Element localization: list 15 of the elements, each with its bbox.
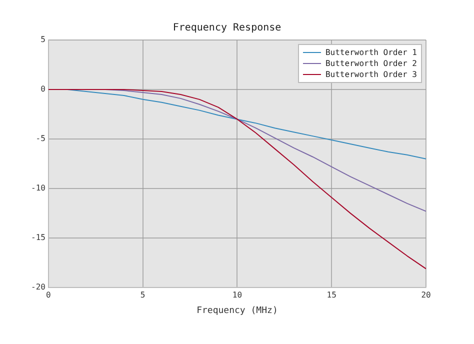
y-tick-label: -10: [30, 184, 46, 193]
chart-title: Frequency Response: [172, 22, 282, 34]
y-tick-label: -15: [30, 233, 46, 242]
x-tick-label: 5: [140, 290, 146, 300]
y-tick-label: -5: [36, 134, 46, 144]
x-tick-label: 20: [421, 290, 431, 300]
y-tick-label: 0: [40, 84, 46, 94]
legend-label: Butterworth Order 1: [325, 47, 417, 58]
y-tick-label: 5: [40, 35, 46, 44]
x-axis-title: Frequency (MHz): [196, 306, 278, 316]
x-tick-label: 10: [232, 290, 242, 300]
x-tick-label: 15: [326, 290, 337, 300]
y-tick-label: -20: [30, 282, 46, 292]
legend-label: Butterworth Order 2: [325, 58, 417, 69]
legend-label: Butterworth Order 3: [325, 69, 417, 80]
